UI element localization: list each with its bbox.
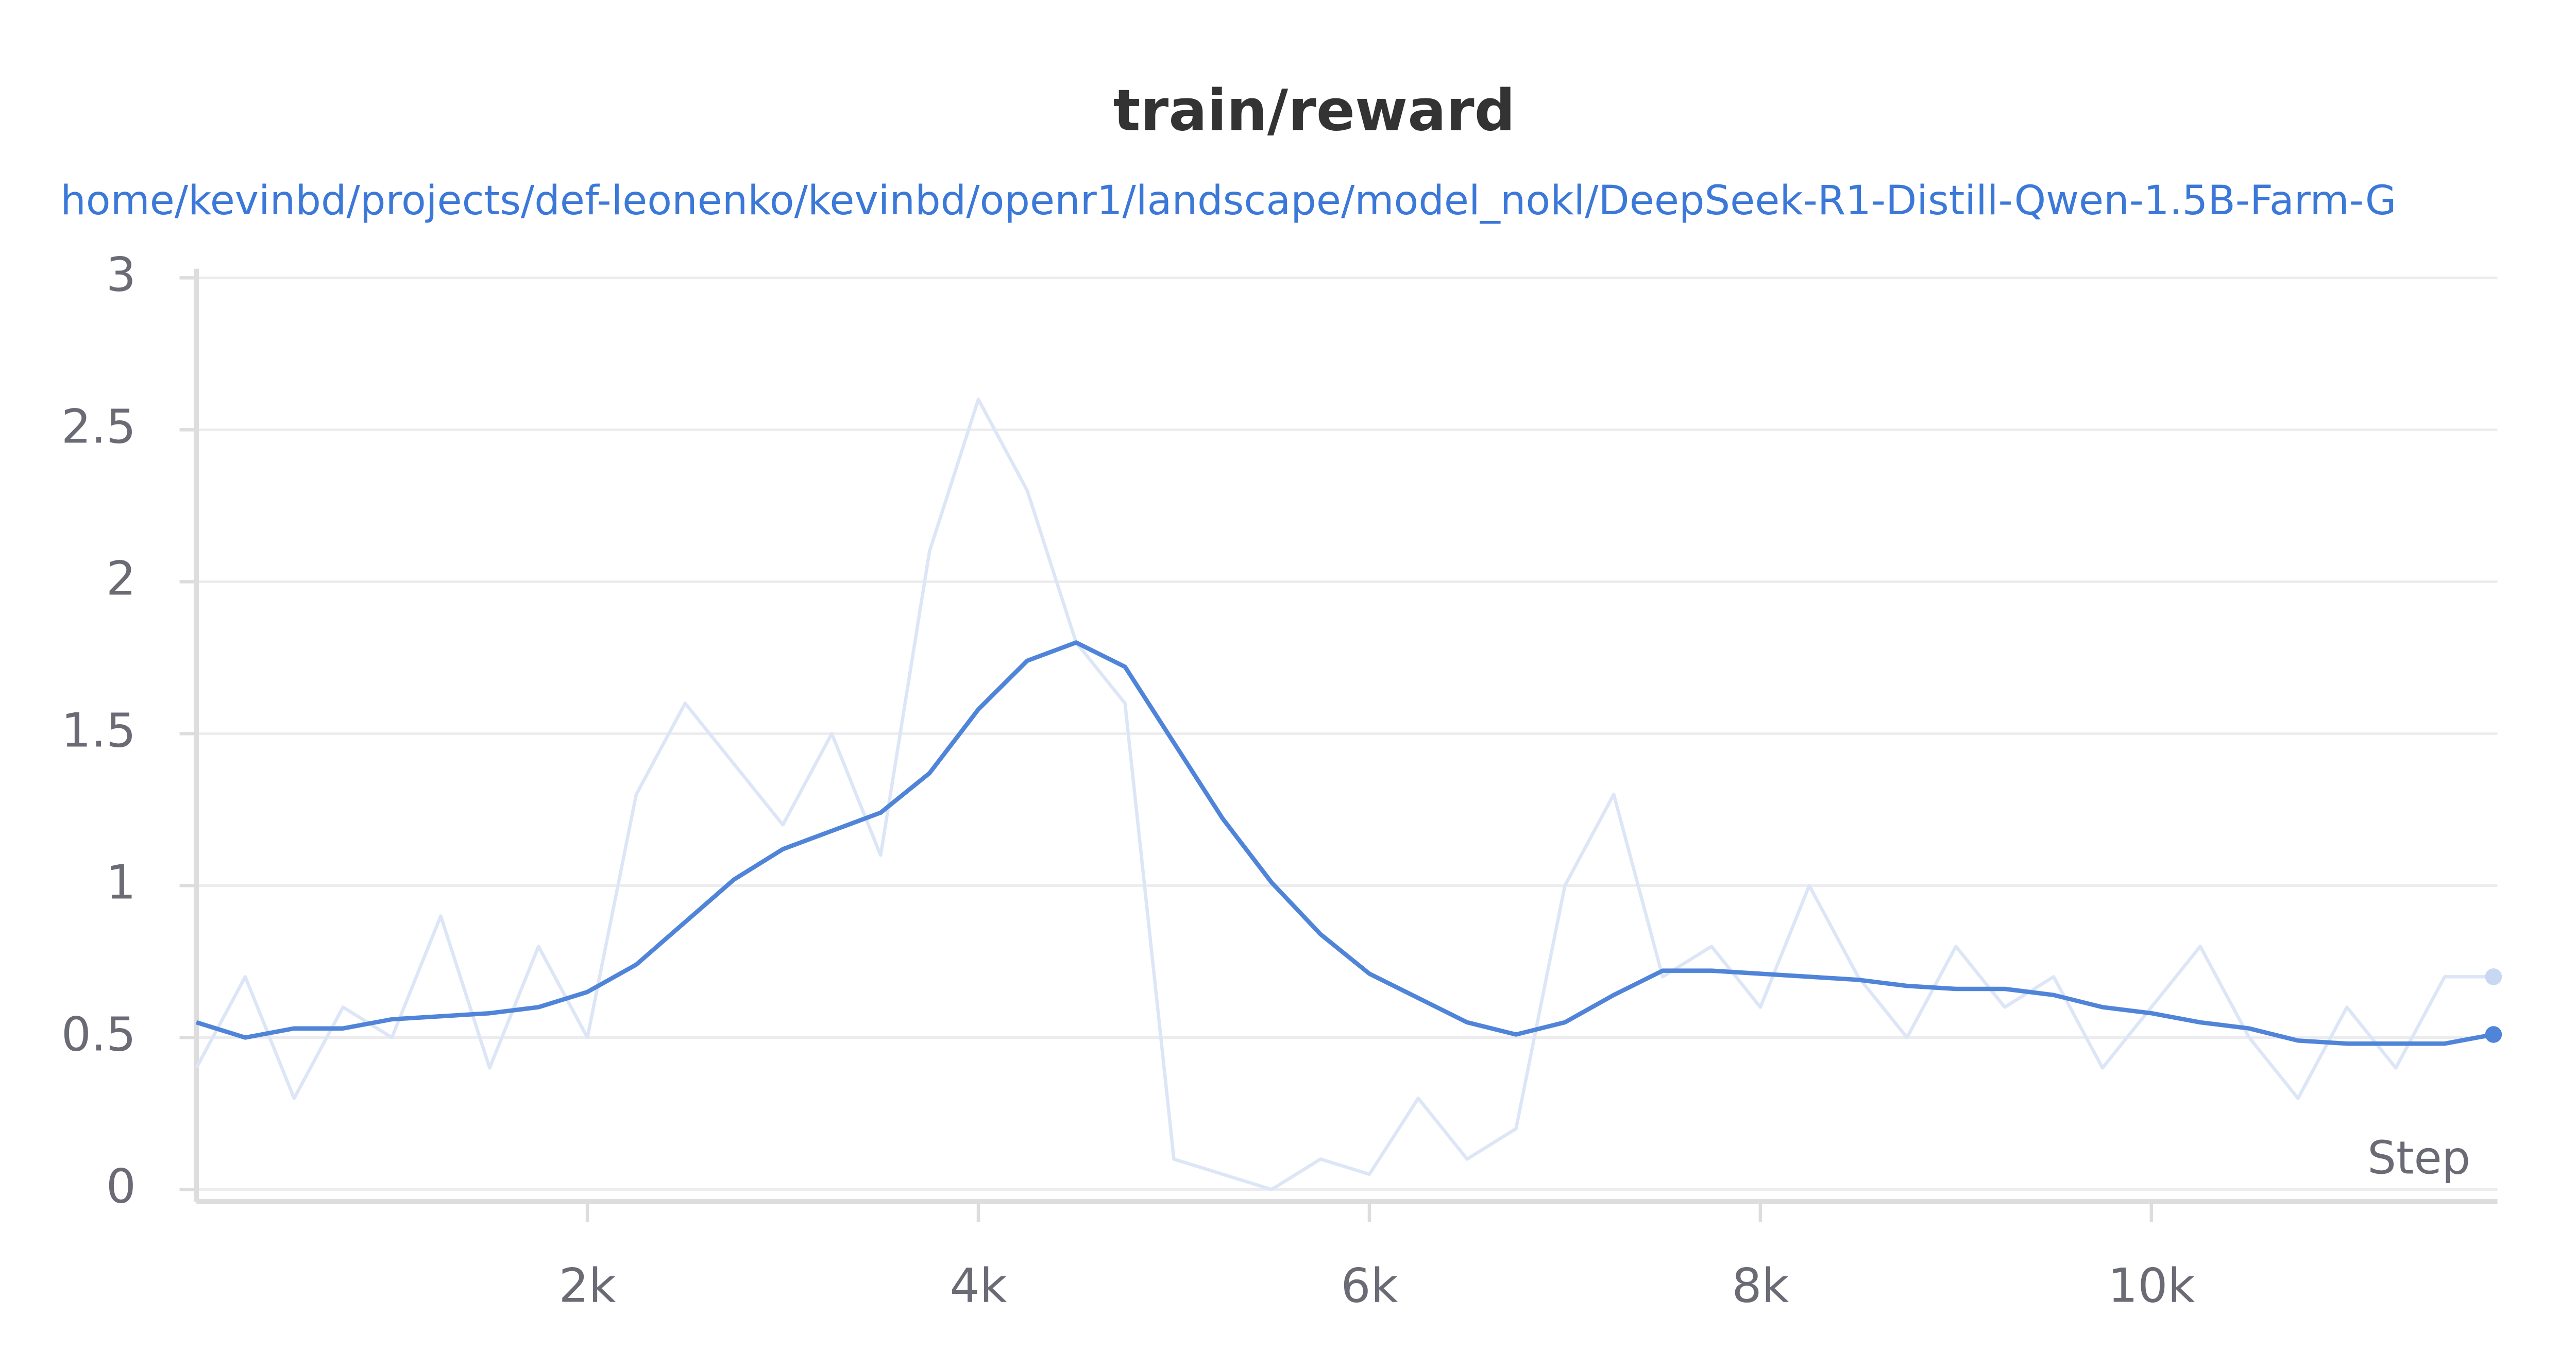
chart-title: train/reward: [1113, 77, 1515, 144]
y-tick-label: 0: [106, 1158, 136, 1213]
y-tick-label: 1: [106, 854, 136, 910]
chart-subtitle[interactable]: home/kevinbd/projects/def-leonenko/kevin…: [60, 177, 2396, 224]
end-point: [2485, 968, 2502, 985]
x-tick-label: 6k: [1341, 1258, 1398, 1313]
x-axis-label: Step: [2367, 1132, 2470, 1185]
series-line: [195, 398, 2494, 1191]
x-tick-label: 10k: [2108, 1258, 2195, 1313]
x-tick-label: 4k: [950, 1258, 1007, 1313]
y-tick-label: 1.5: [61, 703, 136, 758]
series-line: [195, 640, 2494, 1046]
x-tick-label: 2k: [559, 1258, 616, 1313]
y-tick-label: 3: [106, 247, 136, 302]
y-tick-label: 0.5: [61, 1006, 136, 1062]
end-point: [2485, 1026, 2502, 1043]
y-tick-label: 2.5: [61, 399, 136, 454]
y-tick-label: 2: [106, 551, 136, 606]
x-tick-label: 8k: [1732, 1258, 1789, 1313]
